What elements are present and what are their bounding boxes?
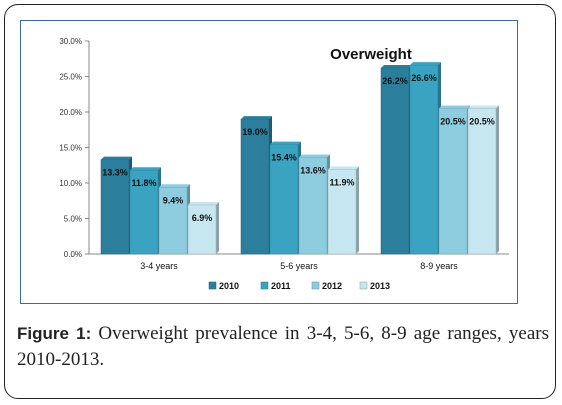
legend-swatch-2010: [208, 281, 217, 290]
bar-top: [159, 184, 190, 188]
figure-frame: [4, 4, 556, 399]
legend-label: 2010: [219, 281, 239, 291]
bar-2010: [240, 118, 270, 255]
data-label: 6.9%: [192, 213, 213, 223]
bar-2013: [327, 169, 357, 255]
y-tick-label: 25.0%: [59, 73, 82, 82]
bar-top: [468, 105, 499, 109]
bar-top: [410, 62, 441, 66]
bar-top: [439, 105, 470, 109]
data-label: 20.5%: [469, 116, 495, 126]
bar-top: [241, 116, 272, 120]
y-tick-label: 5.0%: [64, 215, 82, 224]
bar-top: [299, 154, 330, 158]
data-label: 26.2%: [382, 76, 408, 86]
bar-2010: [380, 67, 410, 255]
bar-2013: [467, 108, 497, 255]
legend-swatch-2013: [359, 281, 368, 290]
bar-2011: [409, 64, 439, 255]
data-label: 13.3%: [102, 168, 128, 178]
y-tick-label: 30.0%: [59, 37, 82, 46]
legend-swatch-2012: [311, 281, 320, 290]
data-label: 9.4%: [163, 195, 184, 205]
bar-side: [216, 202, 219, 254]
chart-title: Overweight: [330, 46, 412, 63]
figure-caption: Figure 1: Overweight prevalence in 3-4, …: [17, 321, 549, 373]
x-tick-label: 5-6 years: [280, 261, 318, 271]
y-tick-label: 10.0%: [59, 179, 82, 188]
x-tick-label: 3-4 years: [140, 261, 178, 271]
bar-top: [188, 202, 219, 206]
y-tick-label: 15.0%: [59, 144, 82, 153]
bar-top: [270, 141, 301, 145]
data-label: 13.6%: [300, 165, 326, 175]
bar-2011: [129, 169, 159, 255]
bar-2012: [438, 108, 468, 255]
legend-label: 2013: [370, 281, 390, 291]
y-tick-label: 20.0%: [59, 108, 82, 117]
bar-2013: [187, 204, 217, 255]
bar-top: [130, 167, 161, 171]
bar-2011: [269, 144, 299, 255]
data-label: 26.6%: [411, 73, 437, 83]
data-label: 20.5%: [440, 116, 466, 126]
data-label: 19.0%: [242, 127, 268, 137]
data-label: 11.8%: [131, 178, 156, 188]
bar-top: [328, 166, 359, 170]
bar-2012: [158, 187, 188, 255]
caption-text: Overweight prevalence in 3-4, 5-6, 8-9 a…: [17, 323, 549, 370]
bar-top: [381, 64, 412, 68]
data-label: 11.9%: [329, 178, 354, 188]
bar-chart: 0.0% 5.0% 10.0% 15.0% 20.0% 25.0% 30.0% Overwei…: [59, 37, 509, 291]
bar-top: [101, 156, 132, 160]
bar-side: [496, 105, 499, 254]
x-tick-label: 8-9 years: [420, 261, 458, 271]
bar-2010: [100, 159, 130, 255]
y-tick-label: 0.0%: [64, 250, 82, 259]
legend-label: 2011: [271, 281, 291, 291]
data-label: 15.4%: [271, 153, 297, 163]
caption-label: Figure 1:: [17, 324, 92, 343]
chart-area: 0.0% 5.0% 10.0% 15.0% 20.0% 25.0% 30.0% Overwei…: [20, 20, 518, 304]
legend-swatch-2011: [260, 281, 269, 290]
legend-label: 2012: [322, 281, 342, 291]
bar-2012: [298, 157, 328, 255]
bar-side: [356, 166, 359, 254]
